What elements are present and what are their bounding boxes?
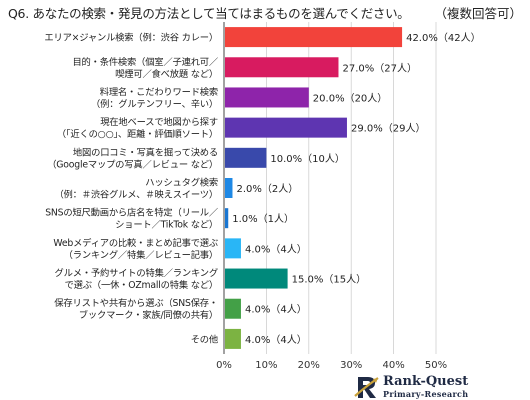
bar	[225, 117, 347, 138]
bar	[225, 147, 267, 168]
rank-quest-logo: Rank-Quest Primary-Research	[354, 374, 529, 400]
category-label: ショート／TikTok など）	[115, 220, 218, 231]
chart-title: Q6. あなたの検索・発見の方法として当てはまるものを選んでください。	[8, 6, 410, 21]
x-tick-label: 20%	[298, 360, 320, 371]
category-label: 料理名・こだわりワード検索	[100, 86, 218, 98]
bar	[225, 208, 229, 229]
category-label: 地図の口コミ・写真を掘って決める	[73, 146, 218, 158]
logo-name: Rank-Quest	[383, 374, 469, 389]
category-label: 現在地ベースで地図から探す	[100, 116, 218, 128]
x-tick-label: 50%	[425, 360, 447, 371]
category-label: （Googleマップの写真／レビュー など）	[47, 158, 218, 170]
category-label: エリア×ジャンル検索（例：渋谷 カレー）	[44, 32, 218, 44]
rank-quest-logo-icon	[354, 377, 379, 398]
data-label: 4.0%（4人）	[245, 243, 307, 255]
bar	[225, 178, 233, 198]
data-label: 2.0%（2人）	[236, 183, 298, 195]
data-label: 20.0%（20人）	[313, 92, 388, 104]
category-label: で選ぶ（一休・OZmallの特集 など）	[65, 279, 218, 291]
category-label: ハッシュタグ検索	[145, 177, 218, 189]
category-label: （ランキング／特集／レビュー記事）	[64, 249, 218, 261]
category-label: Webメディアの比較・まとめ記事で選ぶ	[53, 237, 218, 249]
bar	[225, 238, 241, 259]
data-label: 15.0%（15人）	[292, 274, 367, 286]
category-label: （例：＃渋谷グルメ、＃映えスイーツ）	[54, 189, 218, 201]
data-label: 1.0%（1人）	[232, 213, 294, 225]
bar	[225, 87, 309, 108]
category-label: 喫煙可／食べ放題 など）	[115, 68, 218, 80]
bar	[225, 298, 241, 319]
chart-title-note: （複数回答可）	[434, 6, 522, 21]
x-tick-label: 30%	[340, 360, 362, 371]
data-label: 4.0%（4人）	[245, 304, 307, 316]
category-label: 保存リストや共有から選ぶ（SNS保存・	[54, 297, 218, 309]
category-label: （例：グルテンフリー、辛い）	[91, 98, 218, 110]
data-label: 10.0%（10人）	[270, 153, 345, 165]
bar	[225, 328, 241, 349]
category-label: SNSの短尺動画から店名を特定（リール／	[45, 207, 218, 219]
x-tick-label: 10%	[255, 360, 277, 371]
category-label: （「近くの○○」、距離・評価順ソート）	[57, 128, 218, 140]
data-label: 4.0%（4人）	[245, 334, 307, 346]
logo-subtitle: Primary-Research	[383, 389, 469, 399]
x-tick-label: 0%	[216, 360, 232, 371]
category-label: ブックマーク・家族/同僚の共有）	[79, 309, 218, 321]
bar	[225, 27, 403, 48]
category-label: グルメ・予約サイトの特集／ランキング	[55, 267, 218, 279]
bar	[225, 57, 339, 78]
data-label: 29.0%（29人）	[351, 123, 426, 135]
category-label: その他	[191, 333, 218, 345]
bar	[225, 268, 288, 289]
category-label: 目的・条件検索（個室／子連れ可／	[72, 56, 218, 68]
x-tick-label: 40%	[382, 360, 404, 371]
data-label: 27.0%（27人）	[342, 62, 417, 74]
data-label: 42.0%（42人）	[406, 32, 481, 44]
